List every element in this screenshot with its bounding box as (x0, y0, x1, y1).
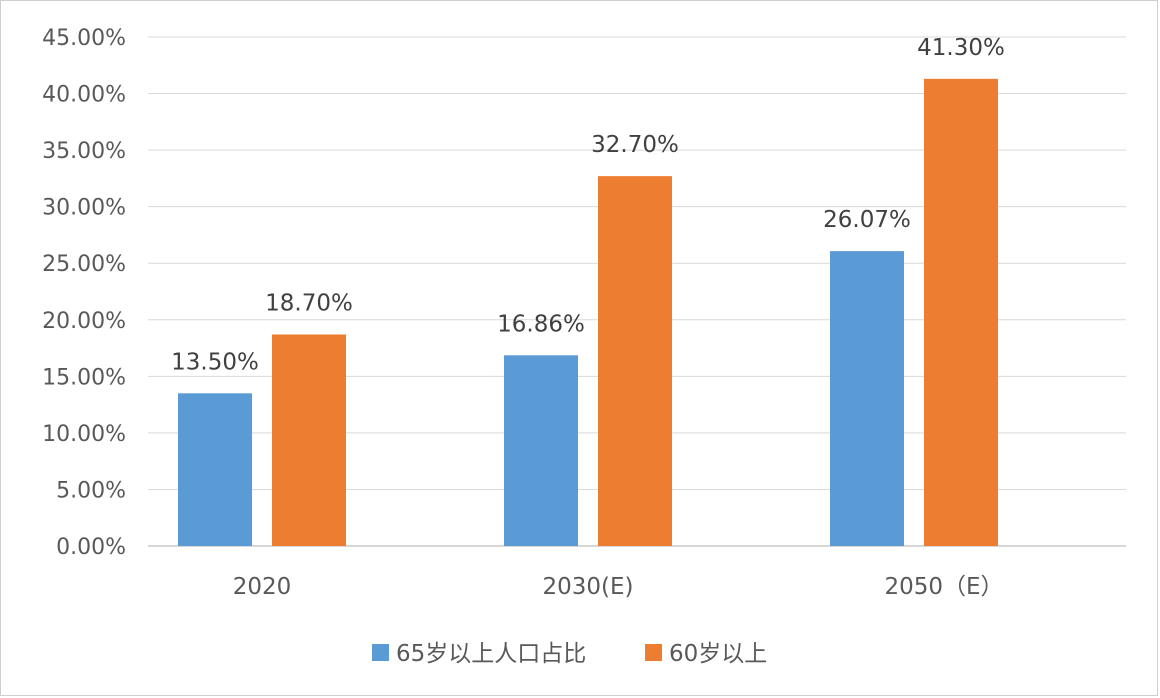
y-tick-label: 15.00% (42, 365, 126, 390)
bar-series2 (924, 78, 998, 547)
x-category-label: 2030(E) (542, 574, 633, 600)
bars (178, 78, 998, 547)
data-label: 32.70% (591, 132, 679, 158)
data-label: 18.70% (265, 290, 353, 316)
y-tick-label: 10.00% (42, 422, 126, 447)
data-labels: 13.50% 18.70% 16.86% 32.70% 26.07% 41.30% (171, 35, 1005, 375)
x-category-label: 2050（E） (884, 574, 1003, 600)
y-tick-label: 40.00% (42, 83, 126, 108)
bar-series1 (830, 251, 904, 547)
y-tick-label: 25.00% (42, 252, 126, 277)
legend: 65岁以上人口占比 60岁以上 (372, 641, 767, 667)
y-tick-label: 35.00% (42, 139, 126, 164)
bar-series2 (272, 334, 346, 546)
legend-label: 60岁以上 (669, 641, 767, 667)
data-label: 26.07% (823, 207, 911, 233)
data-label: 41.30% (917, 35, 1005, 61)
y-axis-ticks: 0.00% 5.00% 10.00% 15.00% 20.00% 25.00% 30.00%… (42, 26, 126, 560)
x-axis-categories: 2020 2030(E) 2050（E） (233, 574, 1004, 600)
data-label: 16.86% (497, 311, 585, 337)
x-category-label: 2020 (233, 574, 292, 600)
bar-series2 (598, 176, 672, 547)
data-label: 13.50% (171, 349, 259, 375)
y-tick-label: 45.00% (42, 26, 126, 51)
legend-swatch (372, 644, 389, 661)
y-tick-label: 0.00% (56, 535, 126, 560)
legend-swatch (645, 644, 662, 661)
y-tick-label: 30.00% (42, 196, 126, 221)
bar-series1 (178, 393, 252, 546)
y-tick-label: 5.00% (56, 478, 126, 503)
legend-label: 65岁以上人口占比 (396, 641, 586, 667)
y-tick-label: 20.00% (42, 309, 126, 334)
bar-series1 (504, 355, 578, 546)
